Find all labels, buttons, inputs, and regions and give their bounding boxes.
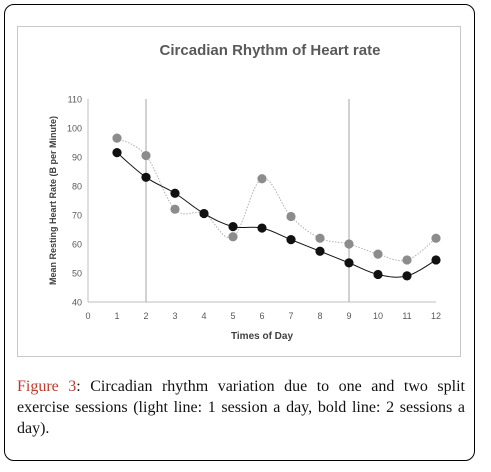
series-2-point	[402, 271, 412, 281]
series-2-point	[286, 235, 296, 245]
caption-text: : Circadian rhythm variation due to one …	[17, 378, 465, 437]
series-2-point	[315, 246, 325, 256]
y-tick-label: 100	[67, 124, 82, 134]
series-1-point	[141, 150, 151, 161]
series-2-line	[116, 152, 437, 278]
series-1-point	[228, 232, 238, 242]
y-tick-label: 40	[72, 298, 82, 308]
series-1-point	[402, 255, 412, 265]
y-axis-label: Mean Resting Heart Rate (B per Minute)	[48, 116, 58, 285]
x-tick-label: 4	[201, 311, 206, 321]
series-1-line	[116, 137, 437, 262]
y-tick-label: 70	[72, 211, 82, 221]
series-2-point	[141, 172, 151, 182]
series-2-point	[112, 148, 122, 158]
series-1-point	[286, 211, 296, 222]
y-tick-label: 60	[72, 240, 82, 250]
y-tick-label: 50	[72, 269, 82, 279]
chart-area: Circadian Rhythm of Heart rate 40 50 60 70 80…	[17, 26, 461, 357]
series-1-point	[112, 133, 122, 143]
series-1-point	[170, 204, 180, 214]
series-2-point	[344, 258, 354, 268]
x-tick-label: 2	[143, 311, 148, 321]
figure-caption: Figure 3: Circadian rhythm variation due…	[17, 376, 465, 439]
line-chart: Circadian Rhythm of Heart rate4050607080…	[48, 42, 441, 342]
y-tick-label: 90	[72, 153, 82, 163]
x-tick-label: 3	[172, 311, 177, 321]
series-1-point	[344, 239, 354, 249]
series-1-point	[257, 174, 267, 184]
x-tick-label: 9	[346, 311, 351, 321]
x-tick-label: 1	[114, 311, 119, 321]
series-2-point	[170, 188, 180, 198]
series-1-point	[431, 233, 441, 243]
series-2-point	[257, 223, 267, 233]
series-2-point	[199, 208, 209, 219]
series-2-point	[431, 255, 441, 265]
x-tick-label: 8	[317, 311, 322, 321]
x-tick-label: 11	[402, 311, 411, 321]
caption-label: Figure 3	[17, 378, 77, 395]
chart-title: Circadian Rhythm of Heart rate	[160, 42, 381, 59]
figure-frame: Circadian Rhythm of Heart rate 40 50 60 70 80…	[4, 4, 475, 461]
y-tick-label: 80	[72, 182, 82, 192]
x-tick-label: 12	[431, 311, 441, 321]
series-1-point	[373, 249, 383, 259]
x-tick-label: 0	[85, 311, 90, 321]
series-2-point	[228, 222, 238, 232]
x-tick-label: 6	[259, 311, 264, 321]
x-tick-label: 10	[373, 311, 383, 321]
series-2-point	[373, 269, 383, 280]
x-axis-label: Times of Day	[231, 331, 293, 342]
x-tick-label: 7	[288, 311, 293, 321]
y-tick-label: 110	[68, 95, 82, 105]
x-tick-label: 5	[230, 311, 235, 321]
series-1-point	[315, 233, 325, 243]
